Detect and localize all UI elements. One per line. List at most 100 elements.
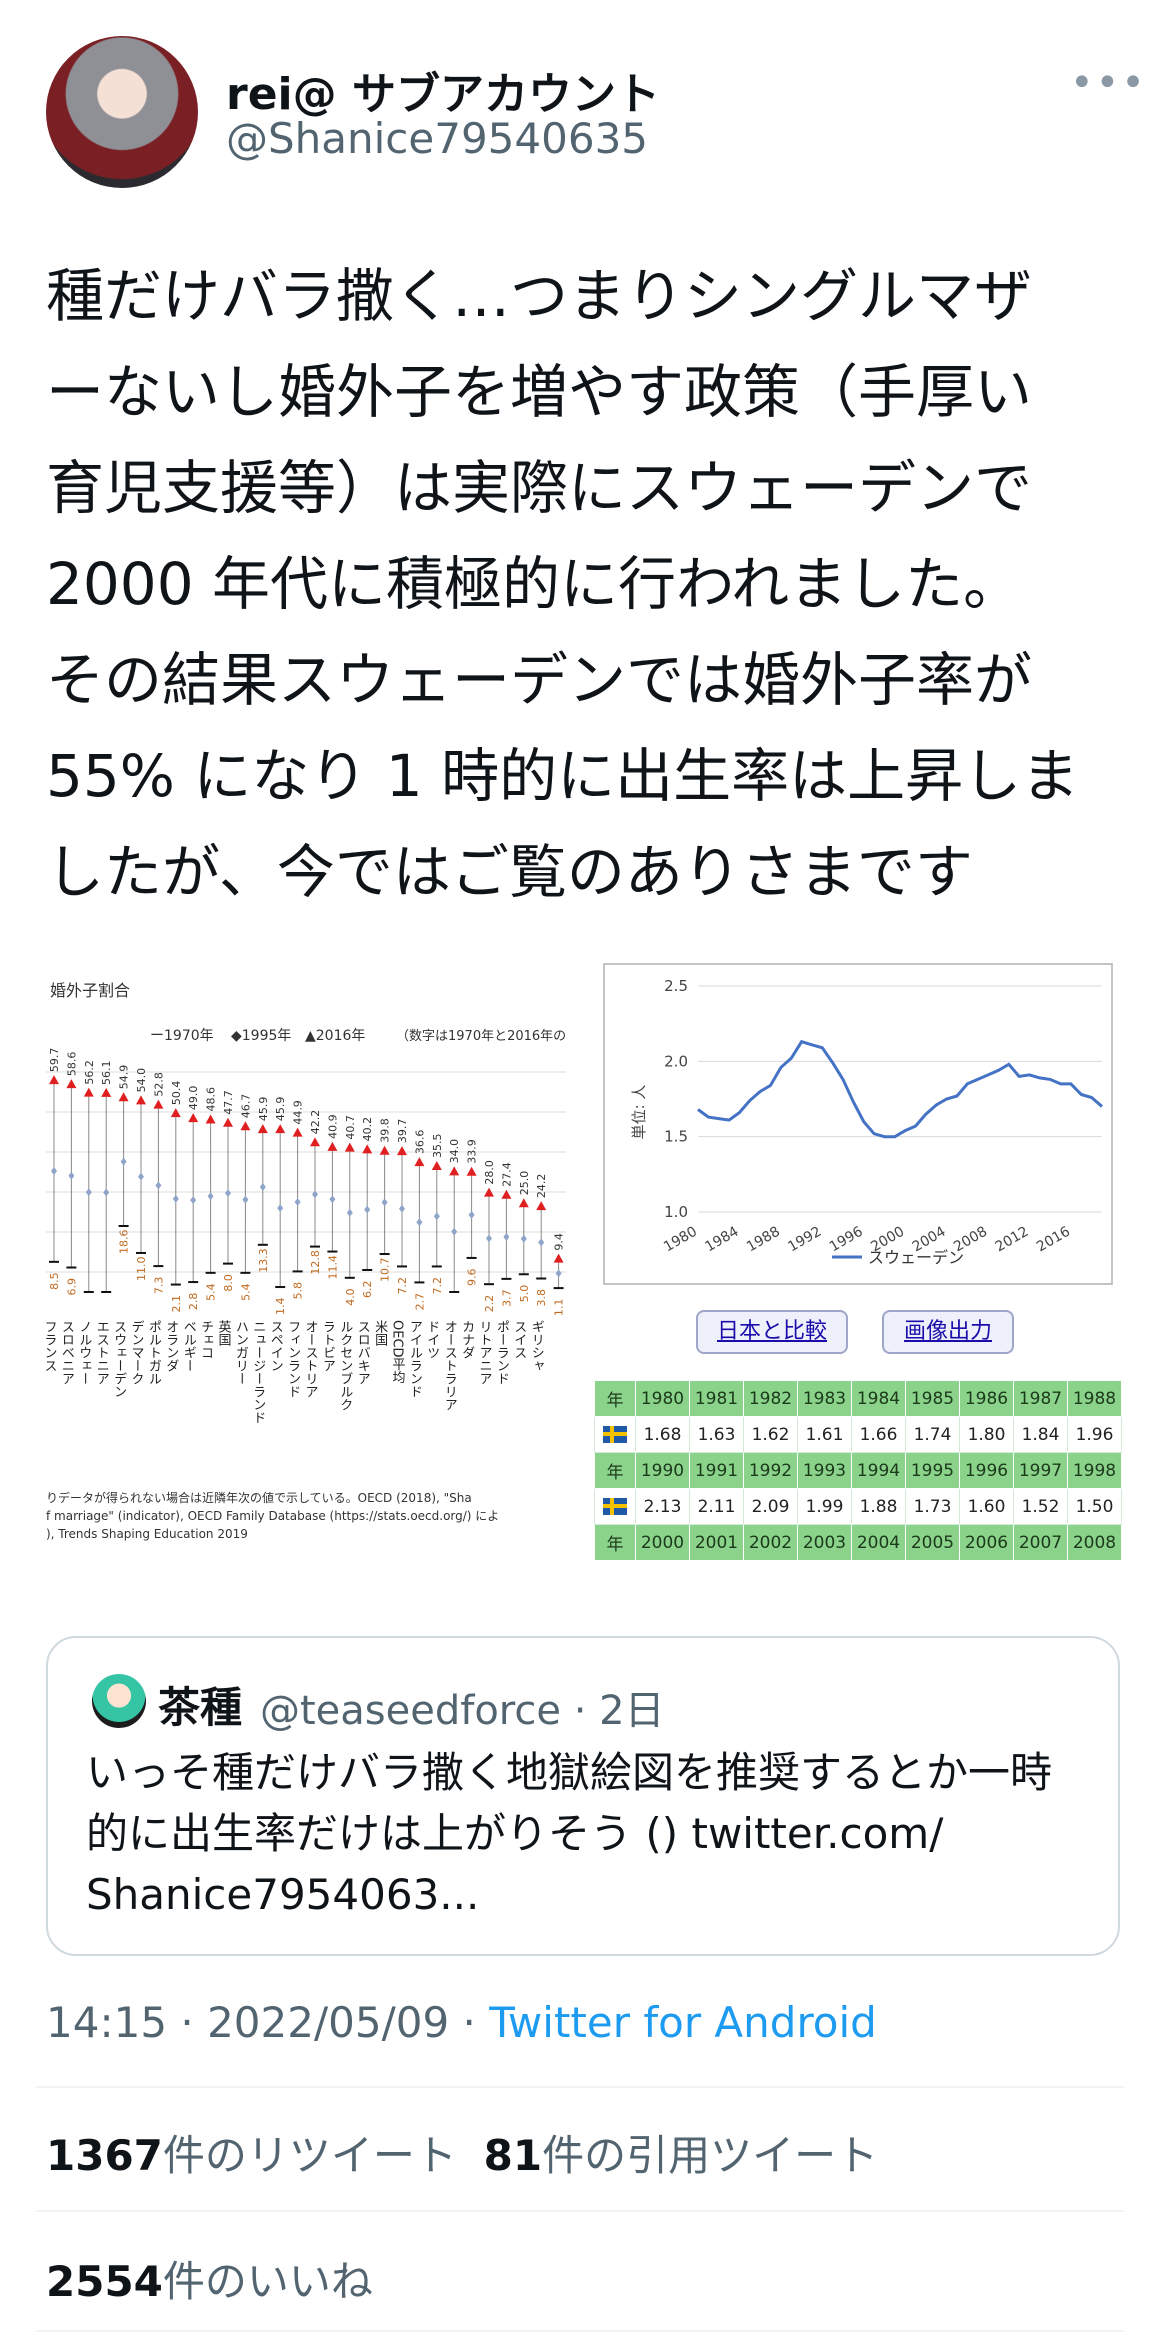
- quoted-handle-time[interactable]: @teaseedforce · 2日: [260, 1688, 665, 1734]
- table-year-cell: 2003: [797, 1524, 852, 1561]
- like-count[interactable]: 2554: [46, 2257, 163, 2306]
- label-2016: 46.7: [239, 1094, 252, 1119]
- label-1970: 3.7: [500, 1289, 513, 1307]
- table-value-cell: 1.60: [959, 1488, 1014, 1525]
- table-value-cell: 1.52: [1013, 1488, 1068, 1525]
- marker-1995: [451, 1227, 458, 1236]
- label-1970: 18.6: [118, 1230, 131, 1255]
- table-year-cell: 1983: [797, 1380, 852, 1417]
- engagement-stats: 1367件のリツイート 81件の引用ツイート: [46, 2122, 878, 2183]
- country-label: ルクセンブルク: [337, 1320, 353, 1411]
- marker-2016: [188, 1113, 199, 1123]
- timestamp[interactable]: 14:15 · 2022/05/09 ·: [46, 1998, 490, 2047]
- label-1970: 5.8: [292, 1282, 305, 1300]
- label-2016: 59.7: [48, 1048, 61, 1073]
- marker-2016: [292, 1127, 303, 1137]
- marker-1995: [329, 1195, 336, 1204]
- marker-1995: [433, 1212, 440, 1221]
- sweden-flag-icon: [603, 1498, 627, 1515]
- label-1970: 10.7: [379, 1258, 392, 1283]
- media-image-oecd-chart[interactable]: 婚外子割合 ー1970年 ◆1995年 ▲2016年 （数字は1970年と201…: [46, 962, 584, 1558]
- quote-count[interactable]: 81: [483, 2131, 543, 2180]
- legend-1995: ◆1995年: [231, 1028, 291, 1044]
- label-2016: 25.0: [518, 1171, 531, 1196]
- retweet-count[interactable]: 1367: [46, 2131, 163, 2180]
- table-year-label: 年: [594, 1452, 636, 1489]
- country-label: ハンガリー: [233, 1320, 248, 1385]
- label-2016: 45.9: [257, 1097, 270, 1122]
- marker-1995: [538, 1238, 545, 1247]
- country-label: フィンランド: [285, 1320, 300, 1398]
- label-1970: 4.0: [344, 1288, 357, 1306]
- country-label: ノルウェー: [76, 1320, 91, 1385]
- like-stats: 2554件のいいね: [46, 2248, 373, 2309]
- marker-1995: [555, 1269, 562, 1278]
- label-2016: 56.2: [83, 1060, 96, 1085]
- avatar[interactable]: [46, 36, 198, 188]
- legend-label: スウェーデン: [868, 1248, 964, 1267]
- table-value-cell: 1.61: [797, 1416, 852, 1453]
- marker-1995: [416, 1218, 423, 1227]
- label-2016: 28.0: [483, 1160, 496, 1185]
- export-image-button[interactable]: 画像出力: [882, 1310, 1014, 1354]
- country-label: アイルランド: [407, 1320, 422, 1398]
- table-value-cell: 1.99: [797, 1488, 852, 1525]
- marker-1995: [346, 1208, 353, 1217]
- table-value-cell: 1.50: [1067, 1488, 1122, 1525]
- divider: [36, 2330, 1124, 2332]
- marker-2016: [449, 1166, 460, 1176]
- quoted-tweet[interactable]: 茶種 @teaseedforce · 2日 いっそ種だけバラ撒く地獄絵図を推奨す…: [46, 1636, 1120, 1956]
- label-1970: 6.9: [65, 1278, 78, 1296]
- table-year-cell: 1998: [1067, 1452, 1122, 1489]
- source-link[interactable]: Twitter for Android: [489, 1998, 877, 2047]
- compare-japan-button[interactable]: 日本と比較: [696, 1310, 848, 1354]
- quote-label[interactable]: 件の引用ツイート: [542, 2131, 879, 2180]
- marker-2016: [553, 1253, 564, 1263]
- country-label: デンマーク: [129, 1320, 144, 1385]
- retweet-label[interactable]: 件のリツイート: [162, 2131, 457, 2180]
- label-2016: 48.6: [205, 1087, 218, 1112]
- label-1970: 3.8: [535, 1289, 548, 1307]
- quoted-avatar[interactable]: [92, 1674, 146, 1728]
- marker-1995: [259, 1182, 266, 1191]
- marker-2016: [170, 1108, 181, 1118]
- country-label: フランス: [46, 1320, 57, 1372]
- tweet-meta: 14:15 · 2022/05/09 · Twitter for Android: [46, 1998, 877, 2047]
- table-year-cell: 1994: [851, 1452, 906, 1489]
- table-value-cell: 2.09: [743, 1488, 798, 1525]
- table-flag-cell: [594, 1488, 636, 1525]
- table-value-cell: 1.84: [1013, 1416, 1068, 1453]
- marker-1995: [486, 1234, 492, 1243]
- label-1970: 2.1: [170, 1295, 183, 1313]
- display-name[interactable]: rei@ サブアカウント: [226, 69, 660, 120]
- table-value-cell: 1.62: [743, 1416, 798, 1453]
- quoted-display-name[interactable]: 茶種: [158, 1683, 243, 1732]
- marker-1995: [468, 1210, 475, 1219]
- label-1970: 2.8: [187, 1293, 200, 1311]
- marker-2016: [240, 1121, 251, 1131]
- label-1970: 5.4: [205, 1283, 218, 1301]
- y-tick-label: 1.0: [664, 1203, 688, 1221]
- more-dots-icon[interactable]: •••: [1070, 60, 1147, 106]
- country-label: ニュージーランド: [250, 1320, 265, 1424]
- marker-1995: [277, 1204, 284, 1213]
- table-year-cell: 2002: [743, 1524, 798, 1561]
- label-2016: 56.1: [100, 1060, 113, 1085]
- fertility-table: 年 1980 1981 1982 1983 1984 1985 1986 1987 1988 1.6…: [594, 1380, 1122, 1561]
- media-image-sweden-tfr[interactable]: 1.0 1.5 2.0 2.5 1980 1984 1988 1992 1996 2000 2004…: [594, 962, 1122, 1570]
- label-1970: 1.1: [553, 1299, 566, 1317]
- marker-2016: [49, 1075, 59, 1085]
- country-label: スペイン: [268, 1320, 284, 1372]
- user-handle[interactable]: @Shanice79540635: [226, 114, 649, 163]
- marker-2016: [414, 1157, 425, 1167]
- table-value-cell: 1.63: [689, 1416, 744, 1453]
- label-2016: 9.4: [553, 1233, 566, 1251]
- country-label: スウェーデン: [111, 1320, 126, 1398]
- quoted-text: いっそ種だけバラ撒く地獄絵図を推奨するとか一時 的に出生率だけは上がりそう ()…: [86, 1748, 1053, 1919]
- like-label[interactable]: 件のいいね: [162, 2257, 373, 2306]
- table-value-cell: 1.74: [905, 1416, 960, 1453]
- label-2016: 58.6: [65, 1052, 78, 1077]
- country-label: オランダ: [163, 1320, 178, 1372]
- legend-2016: ▲2016年: [305, 1028, 365, 1044]
- marker-2016: [379, 1145, 390, 1155]
